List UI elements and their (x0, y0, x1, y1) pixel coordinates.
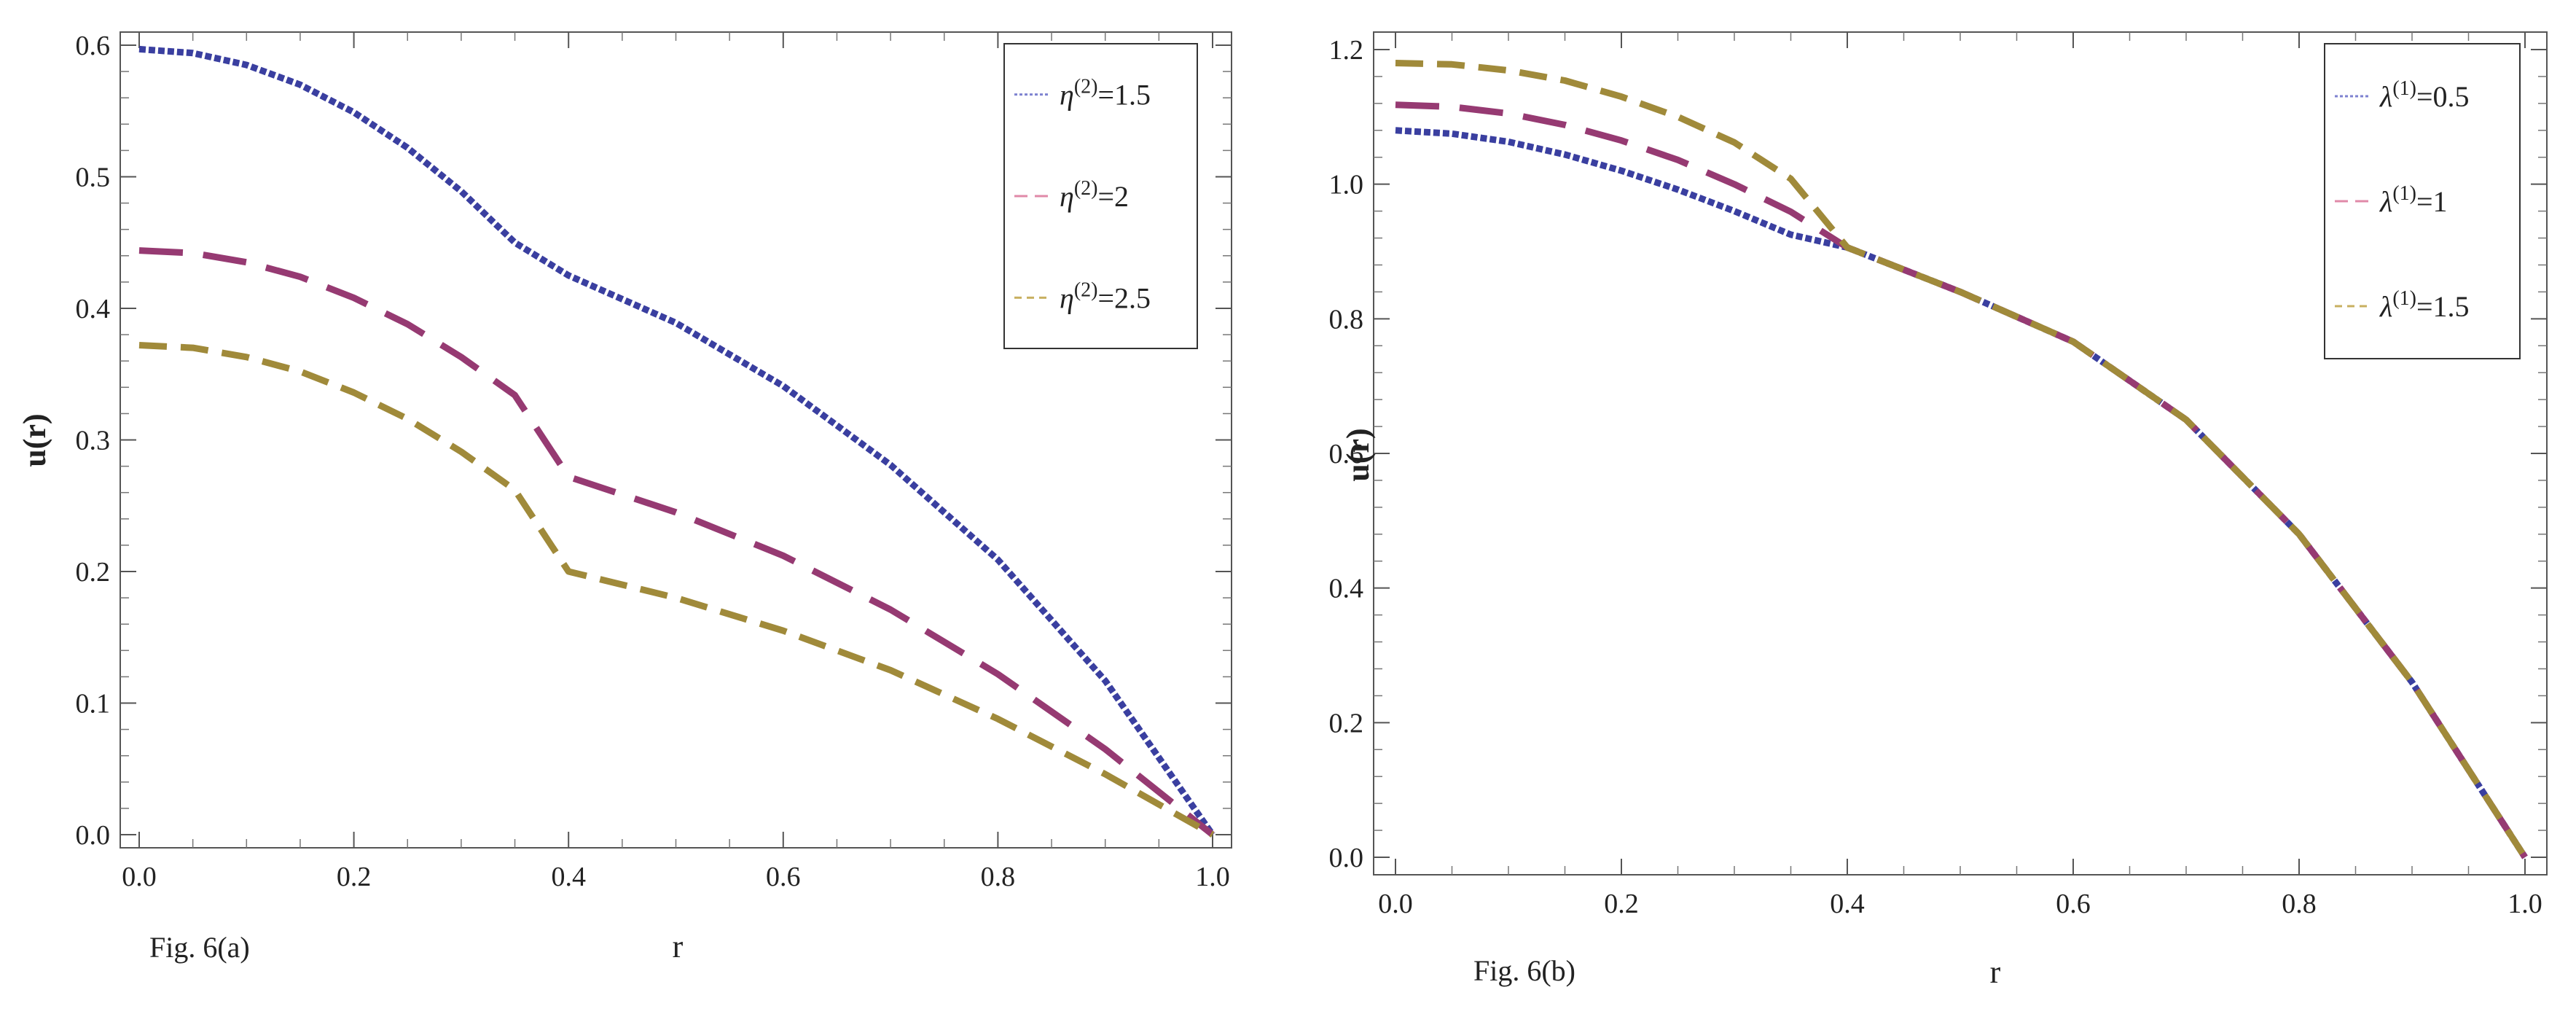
y-tick-label: 0.2 (76, 557, 111, 588)
y-tick-label: 0.4 (1329, 574, 1364, 604)
legend-symbol: λ (2379, 185, 2392, 218)
y-tick-label: 0.0 (1329, 843, 1364, 873)
legend-label-2: λ(1)=1 (2379, 182, 2448, 218)
legend-superscript: (1) (2392, 287, 2416, 310)
legend-superscript: (2) (1074, 76, 1098, 98)
x-axis-label: r (1990, 954, 2001, 990)
y-tick-label: 0.2 (1329, 708, 1364, 738)
legend: η(2)=1.5η(2)=2η(2)=2.5 (1003, 43, 1198, 349)
x-tick-label: 0.4 (551, 862, 586, 892)
legend-label-1: η(2)=1.5 (1060, 76, 1151, 112)
y-tick-label: 0.8 (1329, 304, 1364, 335)
x-tick-label: 0.2 (1604, 889, 1639, 919)
y-tick-label: 0.5 (76, 163, 111, 193)
legend-superscript: (2) (1074, 177, 1098, 200)
series-line-2 (138, 247, 1215, 838)
legend-superscript: (2) (1074, 278, 1098, 301)
legend-value: =1 (2416, 185, 2448, 218)
x-tick-label: 0.6 (2056, 889, 2091, 919)
legend-label-3: η(2)=2.5 (1060, 278, 1151, 314)
series-line-2 (1395, 101, 2528, 859)
legend-superscript: (1) (2392, 77, 2416, 100)
y-tick-label: 1.0 (1329, 170, 1364, 200)
legend-value: =2.5 (1098, 281, 1151, 314)
y-tick-label: 1.2 (1329, 35, 1364, 66)
y-tick-label: 0.0 (76, 820, 111, 851)
series-line-1 (138, 45, 1215, 837)
x-tick-label: 0.6 (766, 862, 801, 892)
y-axis-label: u(r) (1340, 428, 1376, 481)
y-tick-label: 0.1 (76, 689, 111, 719)
x-tick-label: 0.4 (1830, 889, 1865, 919)
y-tick-label: 0.6 (1329, 439, 1364, 469)
x-tick-label: 0.8 (2282, 889, 2317, 919)
y-tick-label: 0.4 (76, 294, 111, 324)
legend-label-3: λ(1)=1.5 (2379, 287, 2470, 323)
x-axis-label: r (673, 929, 684, 964)
legend-value: =1.5 (1098, 79, 1151, 112)
y-axis-label: u(r) (17, 413, 52, 467)
legend-symbol: λ (2379, 290, 2392, 323)
legend-superscript: (1) (2392, 182, 2416, 205)
x-tick-label: 1.0 (1195, 862, 1230, 892)
x-tick-label: 0.0 (1378, 889, 1413, 919)
x-tick-label: 0.8 (981, 862, 1016, 892)
panel-fig-6a: 0.0 0.2 0.4 0.6 0.8 1.0 0.0 0.1 0.2 0.3 0.4 0.5 0.6 r… (17, 31, 1232, 964)
legend-label-1: λ(1)=0.5 (2379, 77, 2470, 113)
panel-fig-6b: 0.0 0.2 0.4 0.6 0.8 1.0 0.0 0.2 0.4 0.6 0.8 1.0 1.2 r… (1329, 31, 2548, 990)
figure-caption: Fig. 6(a) (149, 931, 250, 964)
legend-symbol: λ (2379, 80, 2392, 113)
x-tick-label: 0.2 (337, 862, 372, 892)
y-tick-label: 0.6 (76, 31, 111, 61)
legend-symbol: η (1060, 79, 1074, 112)
legend-label-2: η(2)=2 (1060, 177, 1129, 213)
legend-symbol: η (1060, 281, 1074, 314)
x-tick-label: 1.0 (2508, 889, 2542, 919)
y-tick-label: 0.3 (76, 426, 111, 456)
series-line-3 (138, 342, 1215, 838)
figure-caption: Fig. 6(b) (1473, 954, 1575, 987)
legend: λ(1)=0.5λ(1)=1λ(1)=1.5 (2324, 43, 2521, 359)
legend-value: =0.5 (2416, 80, 2470, 113)
legend-value: =1.5 (2416, 290, 2470, 323)
legend-value: =2 (1098, 180, 1130, 213)
legend-symbol: η (1060, 180, 1074, 213)
series-line-3 (1395, 60, 2528, 859)
x-tick-label: 0.0 (122, 862, 157, 892)
